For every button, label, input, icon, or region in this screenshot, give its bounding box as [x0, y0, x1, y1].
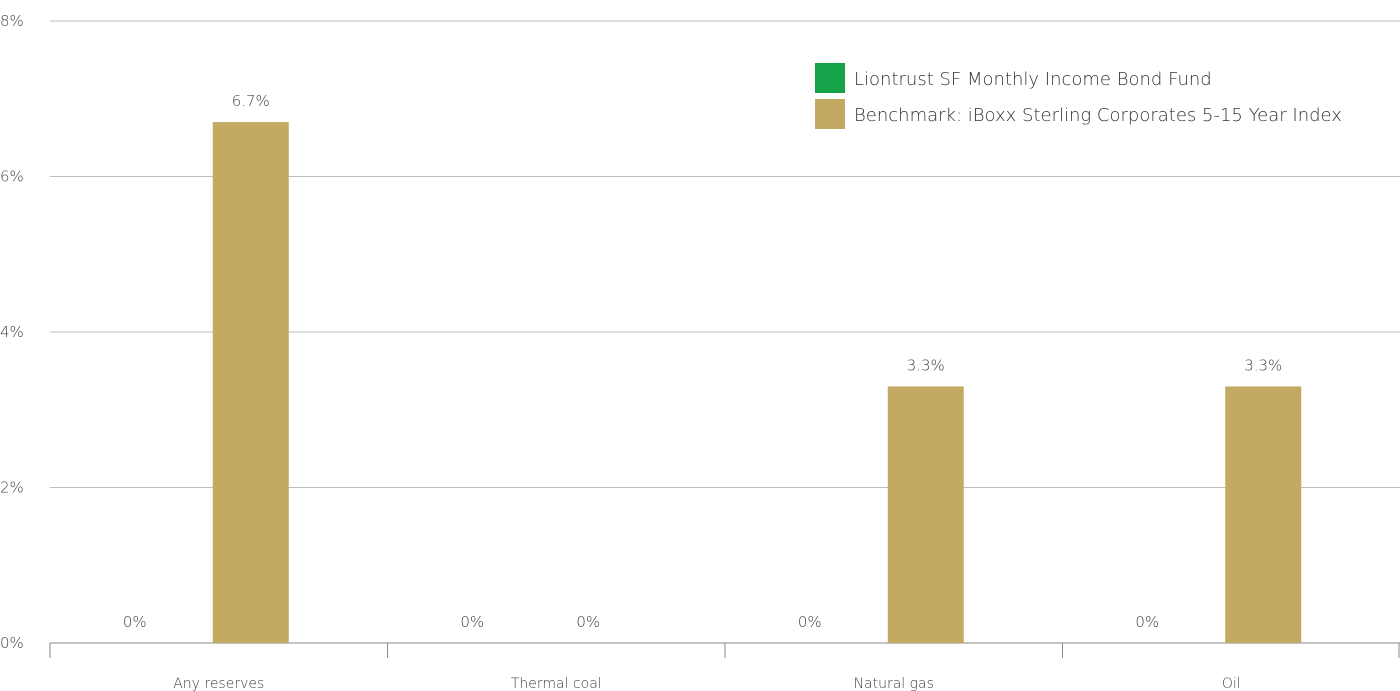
legend-swatch	[815, 63, 845, 93]
data-label: 0%	[798, 613, 822, 631]
x-tick-label: Oil	[1222, 676, 1241, 691]
data-label: 0%	[1135, 613, 1159, 631]
bars	[212, 122, 1302, 643]
y-tick-label: 2%	[0, 479, 24, 497]
y-tick-label: 6%	[0, 168, 24, 186]
data-labels: 0% 0% 0% 0% 6.7% 0% 3.3% 3.3%	[123, 92, 1282, 631]
x-tick-label: Natural gas	[854, 676, 934, 691]
bar	[212, 122, 289, 643]
data-label: 0%	[460, 613, 484, 631]
data-label: 3.3%	[907, 356, 945, 374]
y-tick-label: 4%	[0, 323, 24, 341]
legend-label: Benchmark: iBoxx Sterling Corporates 5-1…	[854, 105, 1342, 126]
legend-label: Liontrust SF Monthly Income Bond Fund	[854, 69, 1212, 90]
data-label: 0%	[576, 613, 600, 631]
data-label: 6.7%	[232, 92, 270, 110]
y-tick-label: 0%	[0, 634, 24, 652]
data-label: 0%	[123, 613, 147, 631]
legend-swatch	[815, 99, 845, 129]
data-label: 3.3%	[1244, 356, 1282, 374]
x-tick-label: Thermal coal	[511, 676, 602, 691]
bar	[1225, 386, 1302, 643]
bar	[887, 386, 964, 643]
x-tick-label: Any reserves	[173, 676, 264, 691]
y-tick-label: 8%	[0, 12, 24, 30]
legend: Liontrust SF Monthly Income Bond Fund Ben…	[815, 63, 1342, 129]
